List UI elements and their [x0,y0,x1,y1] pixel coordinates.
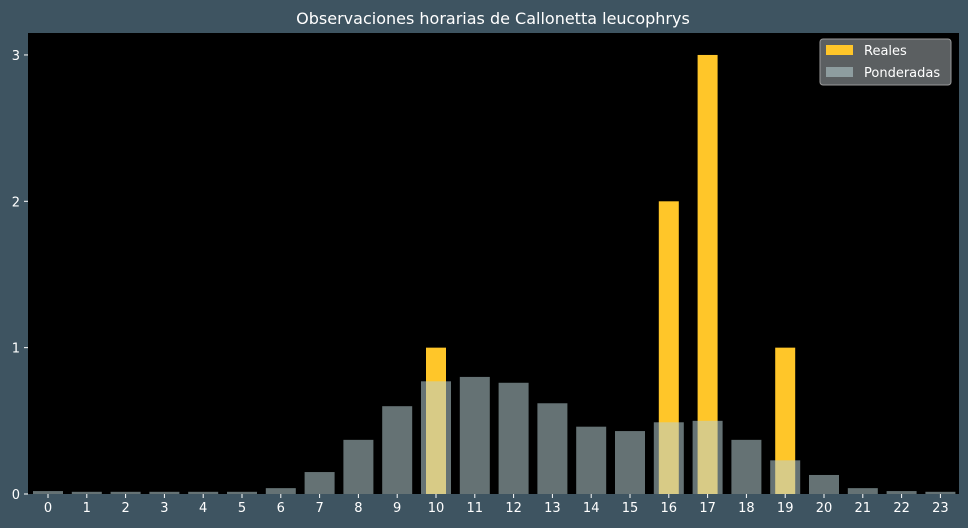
x-axis: 0 1 2 3 4 5 6 7 8 9 10 11 12 13 14 15 16 17 18 19 20 21 22 23 [44,494,949,516]
bar-reales-19 [775,347,796,494]
bar-ponderadas-17 [692,420,723,494]
bars-ponderadas [33,376,956,494]
bar-ponderadas-11 [459,376,490,494]
x-tick-label-5: 5 [238,501,246,516]
bar-ponderadas-5 [227,491,257,494]
bar-ponderadas-21 [847,488,878,494]
x-tick-label-16: 16 [661,501,678,516]
x-tick-label-10: 10 [428,501,445,516]
x-tick-label-11: 11 [467,501,484,516]
x-tick-label-13: 13 [544,501,561,516]
x-tick-label-7: 7 [315,501,323,516]
bar-ponderadas-10 [421,381,451,494]
bar-ponderadas-1 [71,491,102,494]
x-tick-label-18: 18 [738,501,755,516]
legend-swatch-ponderadas [826,67,853,77]
x-tick-label-19: 19 [777,501,794,516]
bar-ponderadas-0 [33,491,63,494]
x-tick-label-3: 3 [160,501,168,516]
bar-ponderadas-18 [731,439,762,494]
x-tick-label-21: 21 [855,501,872,516]
legend-label-reales: Reales [864,44,907,59]
plot-area [28,33,959,494]
legend-swatch-reales [826,45,853,55]
bar-reales-17 [697,54,718,494]
bar-ponderadas-3 [149,491,180,494]
chart-title: Observaciones horarias de Callonetta leu… [296,9,690,28]
bar-ponderadas-14 [576,426,607,494]
bar-ponderadas-4 [188,491,219,494]
legend-label-ponderadas: Ponderadas [864,66,940,81]
x-tick-label-6: 6 [277,501,285,516]
bar-ponderadas-12 [498,382,529,494]
bar-ponderadas-9 [382,406,413,494]
x-tick-label-12: 12 [505,501,522,516]
bar-ponderadas-15 [615,431,645,494]
x-tick-label-20: 20 [816,501,833,516]
x-tick-label-1: 1 [83,501,91,516]
x-tick-label-22: 22 [893,501,910,516]
x-tick-label-17: 17 [699,501,716,516]
y-axis: 0 1 2 3 [12,49,28,503]
bar-ponderadas-2 [110,491,141,494]
x-tick-label-14: 14 [583,501,600,516]
x-tick-label-23: 23 [932,501,949,516]
bar-ponderadas-6 [265,488,296,494]
bar-ponderadas-16 [653,422,684,494]
legend: Reales Ponderadas [819,38,952,86]
y-tick-label-2: 2 [12,195,20,210]
bar-ponderadas-23 [925,491,956,494]
bar-ponderadas-7 [304,472,335,494]
x-tick-label-0: 0 [44,501,52,516]
y-tick-label-3: 3 [12,49,20,64]
x-tick-label-8: 8 [354,501,362,516]
bar-reales-16 [658,201,679,495]
x-tick-label-2: 2 [121,501,129,516]
x-tick-label-15: 15 [622,501,639,516]
bar-ponderadas-13 [537,403,568,494]
x-tick-label-9: 9 [393,501,401,516]
x-tick-label-4: 4 [199,501,207,516]
y-tick-label-0: 0 [12,488,20,503]
bar-ponderadas-20 [809,474,839,494]
bar-ponderadas-19 [770,460,801,494]
bar-ponderadas-8 [343,439,374,494]
bar-ponderadas-22 [886,491,917,494]
y-tick-label-1: 1 [12,342,20,357]
